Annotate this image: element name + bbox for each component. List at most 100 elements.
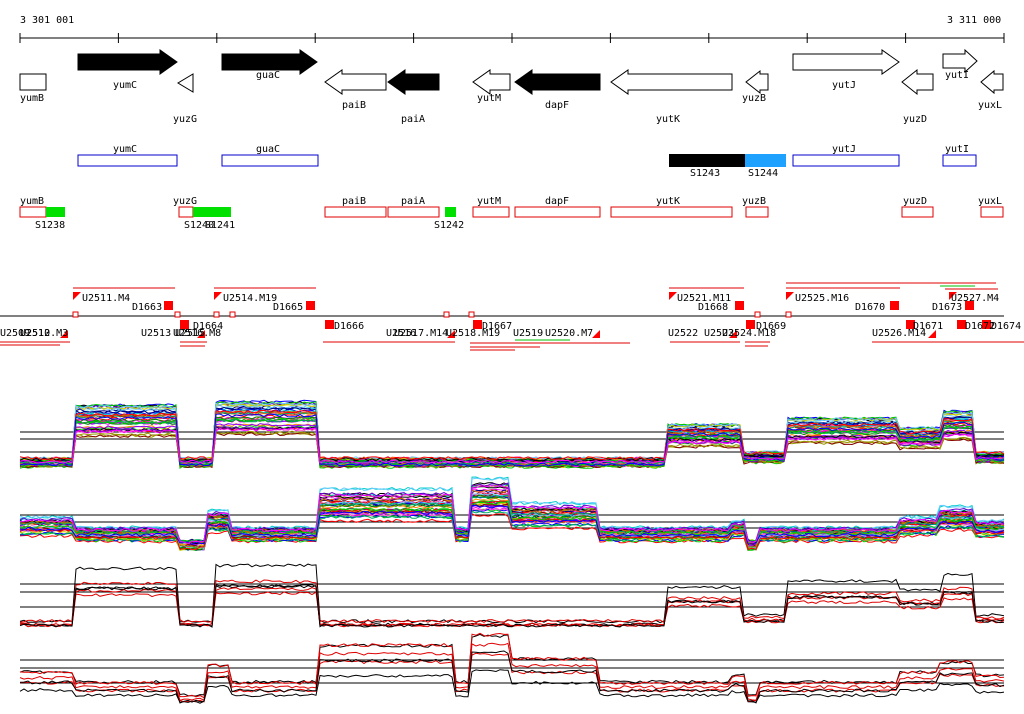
tu-start-marker[interactable] [60, 330, 68, 338]
gene-yutI-arrow[interactable] [942, 48, 978, 74]
tu-label[interactable]: U2521.M11 [677, 293, 731, 304]
operon-box-filled [445, 207, 456, 217]
tu-label[interactable]: U2522 [668, 328, 698, 339]
operon-box [19, 206, 47, 218]
gene-yuxL-arrow[interactable] [980, 69, 1004, 95]
tu-label[interactable]: U2517.M14 [394, 328, 448, 339]
tu-label[interactable]: D1669 [756, 321, 786, 332]
tu-label[interactable]: D1666 [334, 321, 364, 332]
tu-start-marker[interactable] [214, 292, 222, 300]
tu-terminator-marker[interactable] [957, 320, 966, 329]
tu-start-marker[interactable] [592, 330, 600, 338]
tu-label[interactable]: D1673 [932, 302, 962, 313]
tu-start-marker[interactable] [729, 330, 737, 338]
forward-operon-track[interactable]: yumC guaC S1243 S1244 yutJ yutI [77, 144, 977, 179]
tu-label[interactable]: U2513 [141, 328, 171, 339]
tu-terminator-marker[interactable] [325, 320, 334, 329]
tu-terminator-marker[interactable] [473, 320, 482, 329]
tu-label[interactable]: D1674 [991, 321, 1021, 332]
tu-label[interactable]: D1663 [132, 302, 162, 313]
reverse-operon-track[interactable]: yumB S1238 yuzG S1240 S1241 paiB paiA S1… [19, 196, 1004, 231]
gene-paiA-arrow[interactable] [387, 69, 440, 95]
tu-start-marker[interactable] [669, 292, 677, 300]
tu-label[interactable]: U2510 [20, 328, 50, 339]
tu-terminator-marker[interactable] [965, 301, 974, 310]
tu-label[interactable]: U2518.M19 [446, 328, 500, 339]
tu-label[interactable]: U2511.M4 [82, 293, 130, 304]
coordinate-ruler: 3 301 001 3 311 000 [19, 15, 1005, 43]
tu-label[interactable]: U2514.M19 [223, 293, 277, 304]
operon-label: yumC [113, 144, 137, 155]
operon-box [221, 154, 319, 167]
gene-track[interactable] [19, 48, 1004, 96]
gene-guaC-arrow[interactable] [221, 49, 318, 75]
tu-label[interactable]: D1664 [193, 321, 223, 332]
tu-label[interactable]: D1670 [855, 302, 885, 313]
operon-box [77, 154, 178, 167]
operon-box [472, 206, 510, 218]
tu-label[interactable]: U2515 [175, 328, 205, 339]
tu-label[interactable]: D1668 [698, 302, 728, 313]
tu-terminator-marker[interactable] [890, 301, 899, 310]
tu-start-marker[interactable] [949, 292, 957, 300]
tu-start-marker[interactable] [197, 330, 205, 338]
tu-label[interactable]: D1672 [965, 321, 995, 332]
operon-label: guaC [256, 144, 280, 155]
gene-label: yutJ [832, 80, 856, 91]
tu-terminator-marker[interactable] [164, 301, 173, 310]
gene-yutJ-arrow[interactable] [792, 49, 900, 75]
tu-label[interactable]: D1667 [482, 321, 512, 332]
operon-box [901, 206, 934, 218]
tu-label[interactable]: U2525.M16 [795, 293, 849, 304]
tu-terminator-marker[interactable] [982, 320, 991, 329]
operon-label: S1238 [35, 220, 65, 231]
tu-start-marker[interactable] [928, 330, 936, 338]
operon-box-filled [193, 207, 231, 217]
tu-label[interactable]: D1665 [273, 302, 303, 313]
tu-label[interactable]: U2509 [0, 328, 30, 339]
gene-label: guaC [256, 70, 280, 81]
gene-yumC-arrow[interactable] [77, 49, 178, 75]
ruler-ticks [19, 33, 1005, 43]
gene-label: dapF [545, 100, 569, 111]
tu-terminator-marker[interactable] [746, 320, 755, 329]
tu-label[interactable]: U2527.M4 [951, 293, 999, 304]
operon-box [514, 206, 601, 218]
tu-label[interactable]: U2526.M14 [872, 328, 926, 339]
gene-dapF-arrow[interactable] [514, 69, 601, 95]
operon-box [942, 154, 977, 167]
gene-yuzG-arrow[interactable] [177, 73, 194, 93]
expression-panel-2 [19, 476, 1005, 552]
operon-box [745, 206, 769, 218]
gene-yutM-arrow[interactable] [472, 69, 511, 95]
gene-yuzD-arrow[interactable] [901, 68, 934, 96]
gene-yuzB-arrow[interactable] [745, 69, 769, 95]
operon-label: S1240 [184, 220, 214, 231]
gene-yumB-arrow[interactable] [19, 73, 47, 91]
tu-label[interactable]: U2524.M18 [722, 328, 776, 339]
tu-start-marker[interactable] [786, 292, 794, 300]
tu-terminator-marker[interactable] [906, 320, 915, 329]
tu-terminator-marker[interactable] [306, 301, 315, 310]
tu-start-marker[interactable] [447, 330, 455, 338]
tu-start-marker[interactable] [73, 292, 81, 300]
operon-label: paiA [401, 196, 425, 207]
gene-paiB-arrow[interactable] [324, 69, 387, 95]
gene-label: yuzG [173, 114, 197, 125]
tu-terminator-marker[interactable] [735, 301, 744, 310]
operon-box [980, 206, 1004, 218]
operon-label: yutI [945, 144, 969, 155]
tu-label[interactable]: U2512.M3 [20, 328, 68, 339]
tu-label[interactable]: U2516.M8 [173, 328, 221, 339]
gene-label: yutI [945, 70, 969, 81]
gene-yutK-arrow[interactable] [610, 69, 733, 95]
transcription-unit-track[interactable]: U2511.M4 D1663 U2514.M19 D1665 U2521.M11… [0, 282, 1024, 351]
tu-label[interactable]: U2519 [513, 328, 543, 339]
tu-terminator-marker[interactable] [180, 320, 189, 329]
tu-label[interactable]: D1671 [913, 321, 943, 332]
tu-label[interactable]: U2516 [386, 328, 416, 339]
operon-box [792, 154, 900, 167]
tu-label[interactable]: U2520.M7 [545, 328, 593, 339]
tu-label[interactable]: U2523 [704, 328, 734, 339]
